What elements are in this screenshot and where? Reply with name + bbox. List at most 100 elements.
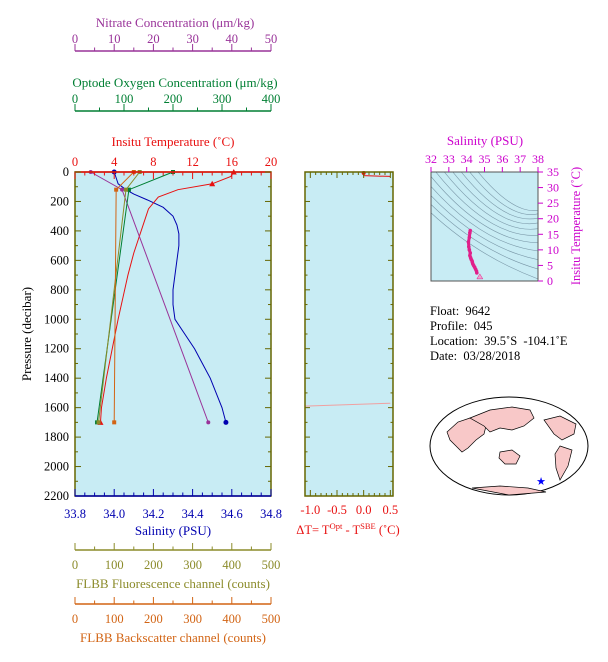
- ts-temperature-tick-label: 20: [547, 212, 559, 226]
- ts-salinity-tick-label: 32: [425, 152, 437, 166]
- float-location-marker: ★: [536, 476, 546, 488]
- ts-temperature-tick-label: 0: [547, 274, 553, 288]
- oxygen-tick-label: 0: [72, 92, 78, 106]
- ts-temperature-tick-label: 15: [547, 227, 559, 241]
- fluorescence-tick-label: 0: [72, 558, 78, 572]
- density-contour: [431, 185, 538, 252]
- oxygen-tick-label: 200: [164, 92, 183, 106]
- profile-plot-area: [75, 172, 271, 496]
- oxygen-tick-label: 300: [213, 92, 232, 106]
- temperature-line: [99, 171, 235, 423]
- delta-t-axis: -1.0 -0.5 0.0 0.5: [300, 171, 398, 517]
- location: Location: 39.5˚S -104.1˚E: [430, 334, 568, 348]
- nitrate-tick-label: 0: [72, 32, 78, 46]
- salinity-tick-label: 34.0: [103, 507, 125, 521]
- fluorescence-tick-label: 200: [144, 558, 163, 572]
- pressure-tick-label: 0: [63, 165, 69, 179]
- pressure-tick-label: 800: [50, 283, 69, 297]
- salinity-tick-label: 34.2: [142, 507, 164, 521]
- salinity-axis: 33.8 34.0 34.2 34.4 34.6 34.8: [64, 489, 282, 521]
- pressure-axis: 0 200 400 600 800 1000 1200 1400 1600 1800 2000 220…: [44, 165, 271, 503]
- pressure-tick-label: 200: [50, 194, 69, 208]
- ts-salinity-tick-label: 35: [479, 152, 491, 166]
- ts-salinity-tick-label: 36: [496, 152, 508, 166]
- nitrate-axis-label: Nitrate Concentration (μm/kg): [96, 15, 255, 30]
- oxygen-tick-label: 400: [262, 92, 281, 106]
- backscatter-axis-label: FLBB Backscatter channel (counts): [80, 630, 266, 645]
- pressure-tick-label: 1200: [44, 342, 69, 356]
- salinity-line: [113, 171, 227, 423]
- ts-temperature-tick-label: 25: [547, 196, 559, 210]
- ts-salinity-tick-label: 33: [443, 152, 455, 166]
- nitrate-tick-label: 30: [186, 32, 199, 46]
- backscatter-tick-label: 0: [72, 612, 78, 626]
- ts-temperature-tick-label: 35: [547, 165, 559, 179]
- map-land-asia: [469, 406, 535, 433]
- backscatter-tick-label: 400: [222, 612, 241, 626]
- map-land-north-america: [543, 415, 577, 441]
- density-contour: [477, 172, 538, 211]
- ts-salinity-axis-label: Salinity (PSU): [447, 133, 523, 148]
- temperature-tick-label: 16: [226, 155, 239, 169]
- ts-end-marker: [476, 273, 484, 280]
- salinity-tick-label: 34.8: [260, 507, 282, 521]
- salinity-tick-label: 34.6: [221, 507, 243, 521]
- delta-t-tick-label: -1.0: [300, 503, 320, 517]
- density-contour: [469, 172, 538, 215]
- temperature-marker: [209, 180, 216, 187]
- temperature-tick-label: 0: [72, 155, 78, 169]
- ts-point: [467, 244, 471, 249]
- ts-salinity-tick-label: 38: [532, 152, 544, 166]
- map-land-africa-europe: [446, 417, 487, 453]
- temperature-tick-label: 4: [111, 155, 118, 169]
- salinity-marker: [223, 419, 229, 425]
- density-contour: [431, 212, 538, 280]
- oxygen-marker: [126, 187, 131, 192]
- profile-number: Profile: 045: [430, 319, 493, 333]
- backscatter-marker: [112, 420, 117, 425]
- backscatter-tick-label: 300: [183, 612, 202, 626]
- nitrate-marker: [120, 187, 125, 192]
- backscatter-tick-label: 200: [144, 612, 163, 626]
- nitrate-tick-label: 50: [265, 32, 278, 46]
- temperature-axis-label: Insitu Temperature (˚C): [111, 134, 234, 149]
- density-contour: [452, 172, 538, 225]
- pressure-axis-label: Pressure (decibar): [19, 287, 34, 381]
- pressure-tick-label: 1800: [44, 430, 69, 444]
- nitrate-axis: 0 10 20 30 40 50: [72, 32, 278, 52]
- map-land-antarctica: [471, 485, 547, 496]
- pressure-tick-label: 1000: [44, 312, 69, 326]
- ts-point: [475, 271, 479, 275]
- backscatter-tick-label: 100: [105, 612, 124, 626]
- oxygen-axis: 0 100 200 300 400: [72, 92, 281, 112]
- date: Date: 03/28/2018: [430, 349, 521, 363]
- delta-t-plot-area: [305, 172, 393, 496]
- world-map: ★: [429, 396, 589, 496]
- pressure-tick-label: 2000: [44, 460, 69, 474]
- fluorescence-tick-label: 100: [105, 558, 124, 572]
- fluorescence-tick-label: 400: [222, 558, 241, 572]
- ts-temperature-tick-label: 30: [547, 181, 559, 195]
- ts-series: [466, 228, 484, 280]
- map-land-australia: [498, 449, 521, 465]
- density-contour: [460, 172, 538, 220]
- delta-t-tick-label: 0.0: [356, 503, 372, 517]
- fluorescence-axis: 0 100 200 300 400 500: [72, 543, 281, 572]
- fluorescence-axis-label: FLBB Fluorescence channel (counts): [76, 576, 270, 591]
- nitrate-marker: [206, 420, 211, 425]
- nitrate-tick-label: 40: [226, 32, 239, 46]
- fluorescence-marker: [96, 420, 101, 425]
- fluorescence-tick-label: 500: [262, 558, 281, 572]
- temperature-axis: 0 4 8 12 16 20: [72, 155, 277, 179]
- density-contours: [431, 172, 538, 280]
- ts-point: [466, 240, 471, 244]
- float-id: Float: 9642: [430, 304, 491, 318]
- ts-point: [467, 248, 472, 252]
- ts-point: [467, 235, 472, 240]
- delta-t-line: [304, 402, 391, 407]
- backscatter-axis: 0 100 200 300 400 500: [72, 597, 280, 626]
- density-contour: [431, 195, 538, 260]
- pressure-tick-label: 400: [50, 224, 69, 238]
- delta-t-axis-label: ΔT= TOpt - TSBE (˚C): [296, 521, 399, 537]
